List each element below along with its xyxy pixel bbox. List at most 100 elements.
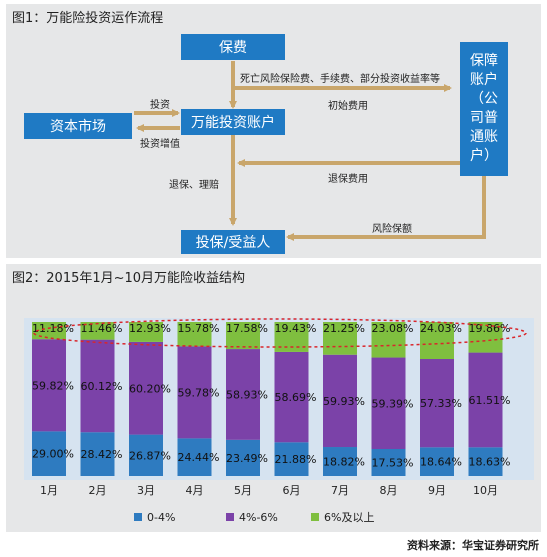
x-tick-label: 10月 — [473, 484, 498, 497]
data-label: 28.42% — [81, 448, 123, 461]
x-tick-label: 9月 — [428, 484, 446, 497]
legend-swatch — [134, 513, 142, 521]
bar-segment — [274, 442, 309, 476]
data-label: 11.46% — [81, 322, 123, 335]
highlight-ellipse — [33, 318, 527, 348]
data-label: 18.82% — [323, 456, 365, 469]
figure1-title: 图1：万能险投资运作流程 — [12, 11, 164, 26]
data-label: 17.53% — [372, 457, 414, 470]
data-label: 24.03% — [420, 322, 462, 335]
chart-panel: 图2：2015年1月~10月万能险收益结构 29.00% 59.82% 11.18%… — [6, 264, 541, 532]
bar-segment — [80, 339, 115, 433]
data-label: 12.93% — [129, 322, 171, 335]
x-tick-label: 5月 — [234, 484, 252, 497]
bar-segment — [177, 438, 212, 476]
guarantee-line: 保障 — [470, 53, 498, 69]
bar-segment — [468, 322, 503, 353]
x-tick-label: 4月 — [186, 484, 204, 497]
edge-label-fees: 死亡风险保险费、手续费、部分投资收益率等 — [240, 74, 440, 85]
data-label: 23.49% — [226, 452, 268, 465]
data-label: 17.58% — [226, 322, 268, 335]
guarantee-account-box: 保障 账户 （公 司普 通账 户） — [460, 42, 508, 176]
bar-segment — [371, 357, 406, 450]
flow-diagram-panel: 图1：万能险投资运作流程 保费 资本市场 万能投资账户 投保/受益人 保 — [6, 4, 541, 258]
capital-market-box: 资本市场 — [24, 113, 132, 139]
source-note: 资料来源：华宝证券研究所 — [407, 539, 539, 552]
bar-segment — [80, 432, 115, 476]
x-tick-label: 6月 — [283, 484, 301, 497]
data-label: 60.12% — [81, 380, 123, 393]
bar-segment — [420, 447, 454, 476]
x-tick-label: 8月 — [380, 484, 398, 497]
edge-label-surrender-fee: 退保费用 — [328, 174, 368, 185]
data-label: 18.64% — [420, 456, 462, 469]
data-label: 15.78% — [178, 322, 220, 335]
data-label: 59.82% — [32, 379, 74, 392]
bar-segment — [371, 449, 406, 476]
bar-segment — [323, 447, 357, 476]
guarantee-line: （公 — [470, 91, 498, 107]
universal-investment-account-box: 万能投资账户 — [181, 109, 285, 135]
bar-segment — [177, 346, 212, 439]
bar-segment — [129, 341, 163, 435]
bar-segment — [177, 322, 212, 347]
flow-arrows — [134, 61, 486, 241]
guarantee-line: 通账 — [470, 129, 498, 145]
guarantee-line: 账户 — [470, 72, 498, 88]
bar-segment — [32, 431, 66, 476]
data-label: 59.93% — [323, 395, 365, 408]
edge-label-invest: 投资 — [150, 100, 170, 111]
legend-swatch — [226, 513, 234, 521]
legend-label: 6%及以上 — [324, 511, 374, 524]
data-label: 18.63% — [469, 456, 511, 469]
x-tick-label: 1月 — [40, 484, 58, 497]
bar-segment — [371, 322, 406, 358]
bar-segment — [129, 322, 163, 342]
arrow-risk-coverage — [286, 176, 486, 241]
x-tick-label: 3月 — [137, 484, 155, 497]
legend-label: 4%-6% — [239, 511, 278, 524]
legend-swatch — [311, 513, 319, 521]
legend-label: 0-4% — [147, 511, 175, 524]
data-label: 60.20% — [129, 382, 171, 395]
data-label: 23.08% — [372, 322, 414, 335]
beneficiary-box: 投保/受益人 — [181, 230, 285, 254]
data-label: 19.86% — [469, 322, 511, 335]
x-tick-label: 2月 — [89, 484, 107, 497]
edge-label-initial-fee: 初始费用 — [328, 101, 368, 112]
edge-label-invest-gain: 投资增值 — [140, 139, 180, 150]
edge-label-surrender-claim: 退保、理赔 — [169, 180, 219, 191]
bar-segment — [226, 349, 260, 440]
bar-segment — [420, 359, 454, 448]
data-label: 59.39% — [372, 397, 414, 410]
premium-box: 保费 — [181, 34, 285, 60]
bar-segment — [468, 352, 503, 448]
guarantee-line: 司普 — [470, 110, 498, 126]
figure2-title: 图2：2015年1月~10月万能险收益结构 — [12, 271, 246, 286]
x-tick-label: 7月 — [331, 484, 349, 497]
bar-segment — [468, 447, 503, 476]
bar-segment — [323, 322, 357, 355]
data-label: 24.44% — [178, 451, 220, 464]
bar-segment — [420, 322, 454, 360]
bar-segment — [32, 322, 66, 340]
edge-label-risk-coverage: 风险保额 — [372, 224, 412, 235]
data-label: 59.78% — [178, 386, 220, 399]
bar-segment — [226, 322, 260, 350]
data-label: 58.93% — [226, 388, 268, 401]
bar-segment — [274, 351, 309, 443]
data-label: 29.00% — [32, 448, 74, 461]
data-label: 58.69% — [275, 391, 317, 404]
data-label: 26.87% — [129, 449, 171, 462]
bar-segment — [323, 354, 357, 448]
guarantee-line: 户） — [470, 148, 498, 164]
data-label: 21.25% — [323, 322, 365, 335]
bar-segment — [80, 322, 115, 340]
bar-segment — [226, 439, 260, 476]
data-label: 21.88% — [275, 453, 317, 466]
bar-segment — [129, 434, 163, 476]
data-label: 57.33% — [420, 397, 462, 410]
data-label: 19.43% — [275, 322, 317, 335]
data-label: 61.51% — [469, 394, 511, 407]
bar-segment — [32, 339, 66, 432]
